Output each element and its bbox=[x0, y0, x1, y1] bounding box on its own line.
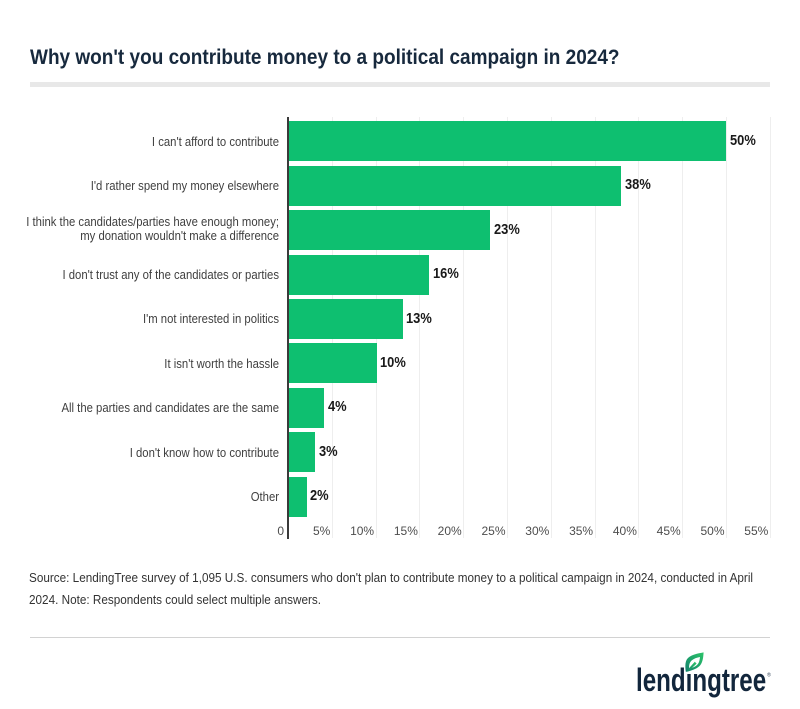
svg-text:®: ® bbox=[767, 671, 771, 678]
svg-text:lendıngtree: lendıngtree bbox=[636, 663, 766, 699]
